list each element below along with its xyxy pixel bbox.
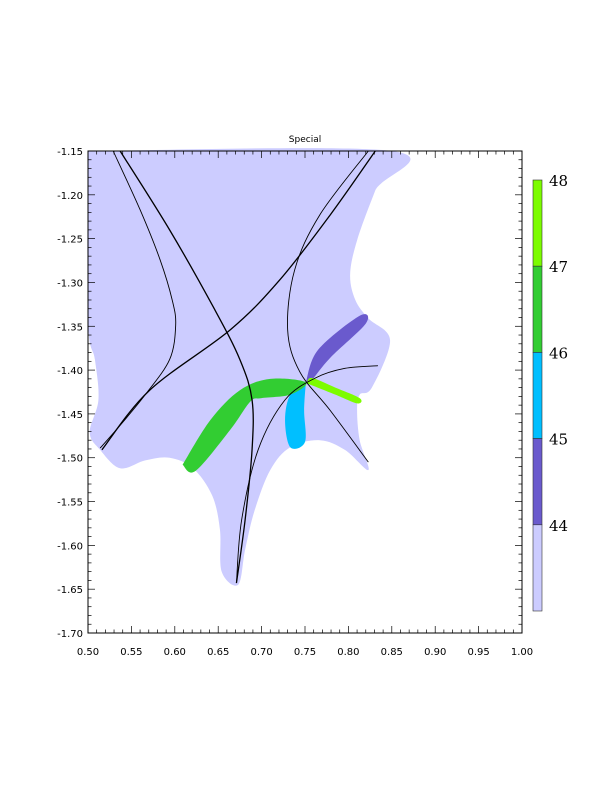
y-tick-label: -1.65 <box>57 585 83 596</box>
colorbar-label: 47 <box>549 258 568 276</box>
y-tick-label: -1.25 <box>57 235 83 246</box>
contour-lines <box>99 150 378 584</box>
x-tick-label: 0.60 <box>164 647 186 658</box>
y-tick-label: -1.50 <box>57 454 83 465</box>
colorbar-segment <box>532 179 543 267</box>
region-44-45 <box>305 314 369 383</box>
x-tick-label: 0.70 <box>250 647 272 658</box>
colorbar-label: 48 <box>549 172 568 190</box>
x-tick-label: 0.90 <box>424 647 446 658</box>
contour-line <box>235 365 378 584</box>
y-tick-label: -1.45 <box>57 410 83 421</box>
x-tick-label: 1.00 <box>511 647 533 658</box>
contour-line <box>101 150 376 451</box>
x-tick-label: 0.95 <box>467 647 489 658</box>
colorbar-segment <box>532 438 543 526</box>
y-tick-label: -1.15 <box>57 147 83 158</box>
contour-line <box>119 150 254 584</box>
x-tick-label: 0.80 <box>337 647 359 658</box>
region-45-46 <box>285 382 306 449</box>
colorbar-label: 45 <box>549 431 568 449</box>
colorbar-label: 46 <box>549 344 568 362</box>
x-tick-label: 0.50 <box>77 647 99 658</box>
contour-line <box>99 150 177 449</box>
region-46-47 <box>182 378 307 473</box>
colorbar: 48 47 46 45 44 <box>532 172 568 612</box>
y-tick-label: -1.20 <box>57 191 83 202</box>
x-tick-label: 0.65 <box>207 647 229 658</box>
filled-regions <box>87 148 411 586</box>
y-tick-label: -1.35 <box>57 322 83 333</box>
chart-title: Special <box>289 135 321 145</box>
colorbar-segment <box>532 524 543 612</box>
x-tick-label: 0.75 <box>294 647 316 658</box>
colorbar-segment <box>532 265 543 353</box>
y-tick-label: -1.55 <box>57 498 83 509</box>
y-tick-label: -1.30 <box>57 278 83 289</box>
colorbar-label: 44 <box>549 517 568 535</box>
contour-line <box>287 150 369 463</box>
region-below-44 <box>87 148 411 586</box>
axes: 0.50 0.55 0.60 0.65 0.70 0.75 0.80 0.85 0.90 0.95… <box>57 147 533 658</box>
colorbar-segment <box>532 352 543 439</box>
y-tick-label: -1.60 <box>57 541 83 552</box>
x-tick-label: 0.55 <box>120 647 142 658</box>
y-tick-label: -1.70 <box>57 629 83 640</box>
region-47-48 <box>306 377 362 404</box>
x-tick-label: 0.85 <box>381 647 403 658</box>
y-tick-label: -1.40 <box>57 366 83 377</box>
